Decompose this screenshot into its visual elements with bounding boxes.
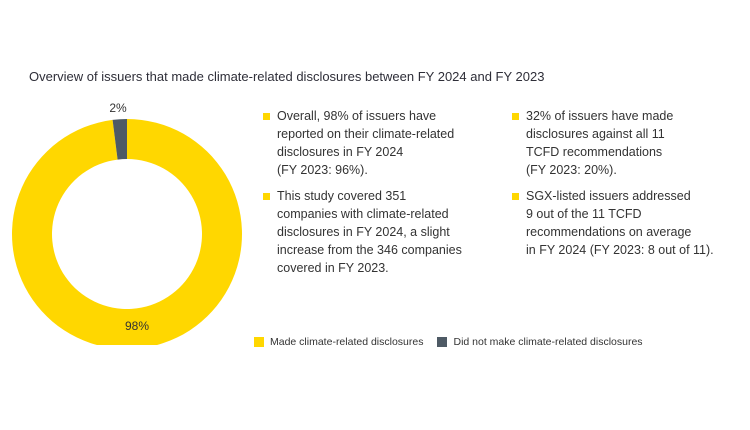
legend-label-made: Made climate-related disclosures <box>270 336 424 348</box>
bullet-marker-icon <box>512 193 519 200</box>
bullet-text: SGX-listed issuers addressed 9 out of th… <box>526 189 714 257</box>
chart-title: Overview of issuers that made climate-re… <box>29 69 545 84</box>
bullet-text: Overall, 98% of issuers have reported on… <box>277 109 455 177</box>
bullet-item: SGX-listed issuers addressed 9 out of th… <box>512 187 747 259</box>
data-label-made: 98% <box>125 319 149 333</box>
bullet-marker-icon <box>512 113 519 120</box>
legend-item-made: Made climate-related disclosures <box>254 336 423 348</box>
data-label-not-made: 2% <box>109 101 127 115</box>
donut-slice-made <box>12 119 242 345</box>
bullet-marker-icon <box>263 193 270 200</box>
bullet-item: This study covered 351 companies with cl… <box>263 187 493 277</box>
chart-legend: Made climate-related disclosures Did not… <box>254 336 657 348</box>
legend-item-not-made: Did not make climate-related disclosures <box>437 336 643 348</box>
donut-chart: 98% 2% <box>12 101 242 345</box>
bullet-item: Overall, 98% of issuers have reported on… <box>263 107 493 179</box>
bullet-text: 32% of issuers have made disclosures aga… <box>526 109 674 177</box>
legend-swatch-made <box>254 337 264 347</box>
legend-label-not-made: Did not make climate-related disclosures <box>453 336 643 348</box>
bullet-marker-icon <box>263 113 270 120</box>
bullet-item: 32% of issuers have made disclosures aga… <box>512 107 747 179</box>
donut-slice-not-made <box>112 119 127 160</box>
legend-swatch-not-made <box>437 337 448 347</box>
bullet-text: This study covered 351 companies with cl… <box>277 189 462 275</box>
